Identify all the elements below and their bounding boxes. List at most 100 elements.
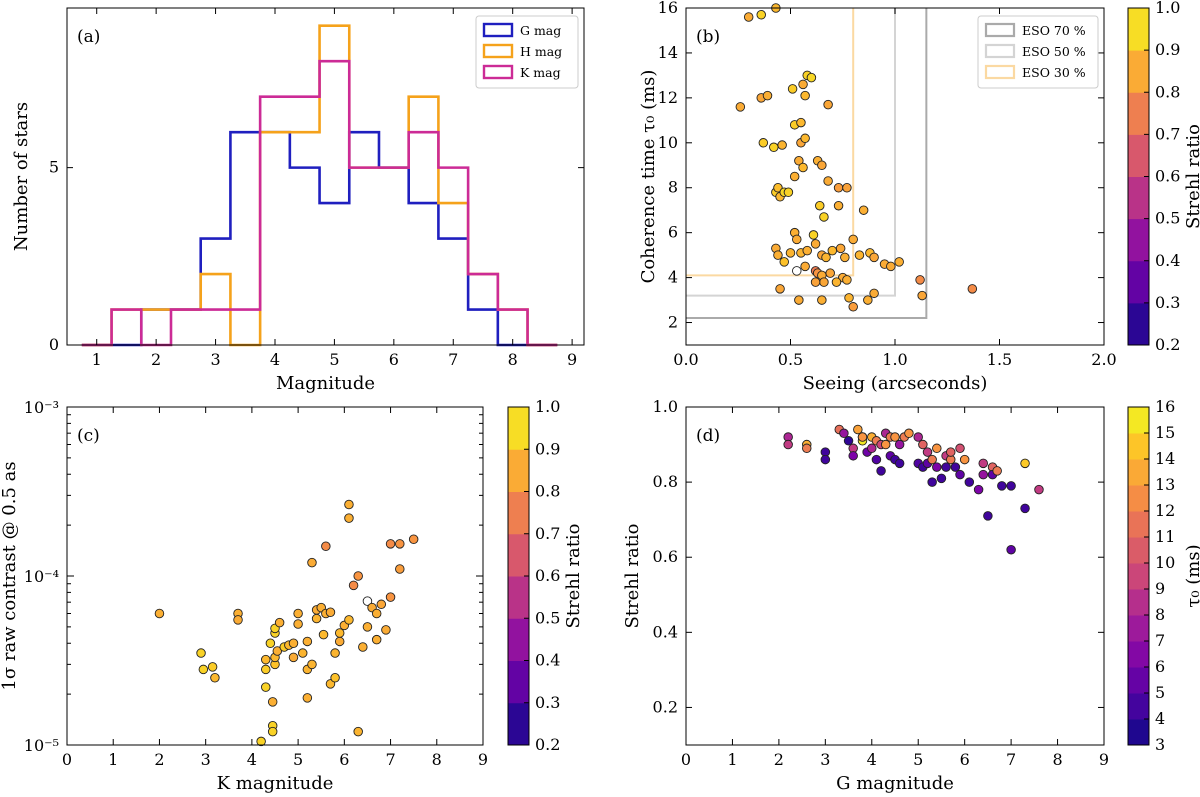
panel-b-point	[792, 266, 802, 276]
panel-b-colorbar-tick-label: 0.8	[1155, 82, 1180, 101]
panel-b-point	[835, 243, 846, 254]
panel-d-point	[871, 454, 882, 465]
panel-d-colorbar-tick-label: 10	[1155, 553, 1175, 572]
panel-d-point	[1020, 503, 1030, 514]
panel-c-point	[293, 619, 303, 629]
panel-d-colorbar-band	[1128, 407, 1149, 434]
panel-b-point	[789, 171, 800, 182]
panel-d-xtick-label: 9	[1099, 750, 1109, 769]
panel-b-point	[821, 252, 831, 263]
panel-d-colorbar-band	[1128, 563, 1149, 590]
panel-c-point	[198, 664, 209, 675]
panel-b-point	[773, 250, 783, 260]
panel-c-point	[344, 513, 354, 523]
panel-b-point	[833, 200, 844, 211]
panel-b-point	[777, 140, 787, 150]
panel-d-point	[890, 432, 900, 442]
panel-b-point	[798, 79, 808, 90]
panel-c-colorbar-band	[508, 702, 529, 746]
legend-label: K mag	[520, 65, 561, 80]
panel-b-point	[917, 290, 927, 301]
panel-b-legend: ESO 70 % ESO 50 % ESO 30 %	[977, 15, 1099, 89]
panel-c-point	[330, 672, 340, 683]
panel-c-xtick-label: 9	[478, 750, 488, 769]
panel-c-xlabel: K magnitude	[217, 773, 334, 794]
panel-b-point	[854, 250, 865, 260]
panel-b-point	[815, 200, 825, 211]
panel-b-point	[762, 90, 773, 101]
panel-b-point	[810, 239, 821, 249]
panel-b-point	[808, 230, 819, 240]
legend-label: G mag	[520, 23, 561, 38]
panel-d-point	[922, 447, 933, 457]
panel-d-xtick-label: 0	[681, 750, 691, 769]
panel-b-point	[844, 293, 854, 303]
panel-b-point	[848, 302, 858, 312]
panel-d-ytick-label: 0.2	[653, 697, 678, 716]
panel-a-xtick-label: 3	[210, 350, 220, 369]
panel-b-xtick-label: 0.0	[673, 350, 698, 369]
panel-b-point	[858, 205, 869, 215]
panel-d-colorbar-tick-label: 8	[1155, 605, 1165, 624]
panel-c-point	[408, 534, 419, 544]
panel-c-point	[362, 622, 373, 632]
panel-b-point	[825, 268, 835, 278]
panel-d-colorbar-frame	[1127, 406, 1150, 746]
panel-b-point	[827, 245, 838, 256]
panel-d-point	[932, 443, 942, 454]
panel-a-legend: G mag H mag K mag	[475, 15, 579, 89]
panel-d-colorbar-label: τ₀ (ms)	[1183, 544, 1200, 607]
legend-label: ESO 30 %	[1022, 65, 1086, 80]
panel-d-point	[978, 469, 988, 480]
panel-b-colorbar-label: Strehl ratio	[1183, 124, 1200, 229]
panel-c-point	[318, 629, 329, 640]
panel-b-colorbar-tick-label: 0.5	[1155, 209, 1180, 228]
panel-c-xtick-label: 5	[293, 750, 303, 769]
panel-d-ytick-label: 0.8	[653, 472, 678, 491]
panel-d-colorbar-band	[1128, 641, 1149, 668]
panel-d: 0 1 2 3 4 5 6 7 8 90.20.40.60.81.0G magnitudeStre…	[622, 397, 1200, 794]
panel-c-colorbar-band	[508, 576, 529, 619]
panel-d-point	[983, 511, 993, 521]
panel-b-point	[915, 275, 925, 285]
panel-d-ytick-label: 0.4	[653, 622, 678, 641]
panel-d-point	[783, 439, 793, 450]
panel-d-point	[978, 458, 988, 469]
panel-c-point	[261, 654, 271, 665]
panel-b-colorbar-band	[1128, 260, 1149, 304]
panel-c-point	[210, 672, 220, 683]
panel-c-point	[344, 499, 354, 510]
panel-b-point	[848, 234, 858, 245]
panel-c-point	[233, 615, 243, 625]
panel-d-colorbar-tick-label: 16	[1155, 397, 1175, 416]
panel-b-point	[775, 284, 785, 294]
panel-d-point	[867, 443, 877, 454]
panel-b-point	[779, 257, 789, 267]
panel-d-colorbar-tick-label: 5	[1155, 683, 1165, 702]
panel-d-xtick-label: 7	[1006, 750, 1016, 769]
panel-d-colorbar-band	[1128, 693, 1149, 720]
panel-d-point	[1006, 544, 1016, 555]
panel-c-point	[302, 636, 313, 647]
panel-d-point	[848, 451, 858, 461]
panel-a-xtick-label: 5	[329, 350, 339, 369]
panel-b-ytick-label: 4	[668, 268, 678, 287]
panel-c-point	[307, 659, 317, 670]
eso-limit-line	[686, 8, 896, 297]
panel-c-colorbar-tick-label: 0.6	[535, 566, 560, 585]
panel-d-point	[941, 462, 951, 472]
panel-c-colorbar-band	[508, 660, 529, 704]
panel-d-point	[839, 428, 849, 439]
panel-d-point	[820, 454, 831, 465]
panel-b-colorbar-band	[1128, 8, 1149, 51]
panel-d-colorbar-band	[1128, 589, 1149, 616]
panel-d-colorbar-band	[1128, 615, 1149, 642]
panel-c-point	[288, 652, 299, 663]
panel-a-xtick-label: 1	[92, 350, 102, 369]
panel-c-xtick-label: 6	[339, 750, 349, 769]
panel-b-point	[817, 295, 827, 305]
panel-d-xtick-label: 2	[774, 750, 784, 769]
panel-b-point	[798, 162, 808, 173]
panel-c-point	[207, 662, 218, 672]
panel-d-xlabel: G magnitude	[836, 773, 954, 794]
